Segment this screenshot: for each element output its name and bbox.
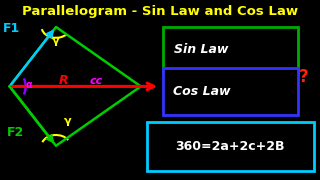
FancyBboxPatch shape	[163, 68, 298, 115]
Text: R: R	[59, 75, 69, 87]
Text: γ: γ	[52, 36, 60, 46]
Text: F1: F1	[3, 22, 20, 35]
Text: 360=2a+2c+2B: 360=2a+2c+2B	[176, 140, 285, 153]
FancyBboxPatch shape	[163, 27, 298, 74]
Text: α: α	[25, 80, 32, 91]
Text: Cos Law: Cos Law	[173, 85, 230, 98]
Text: cc: cc	[89, 76, 103, 86]
Text: F2: F2	[6, 126, 24, 139]
Text: Sin Law: Sin Law	[174, 43, 229, 56]
Text: ?: ?	[299, 68, 309, 86]
Text: γ: γ	[63, 116, 71, 126]
FancyBboxPatch shape	[147, 122, 314, 171]
Text: Parallelogram - Sin Law and Cos Law: Parallelogram - Sin Law and Cos Law	[22, 5, 298, 18]
